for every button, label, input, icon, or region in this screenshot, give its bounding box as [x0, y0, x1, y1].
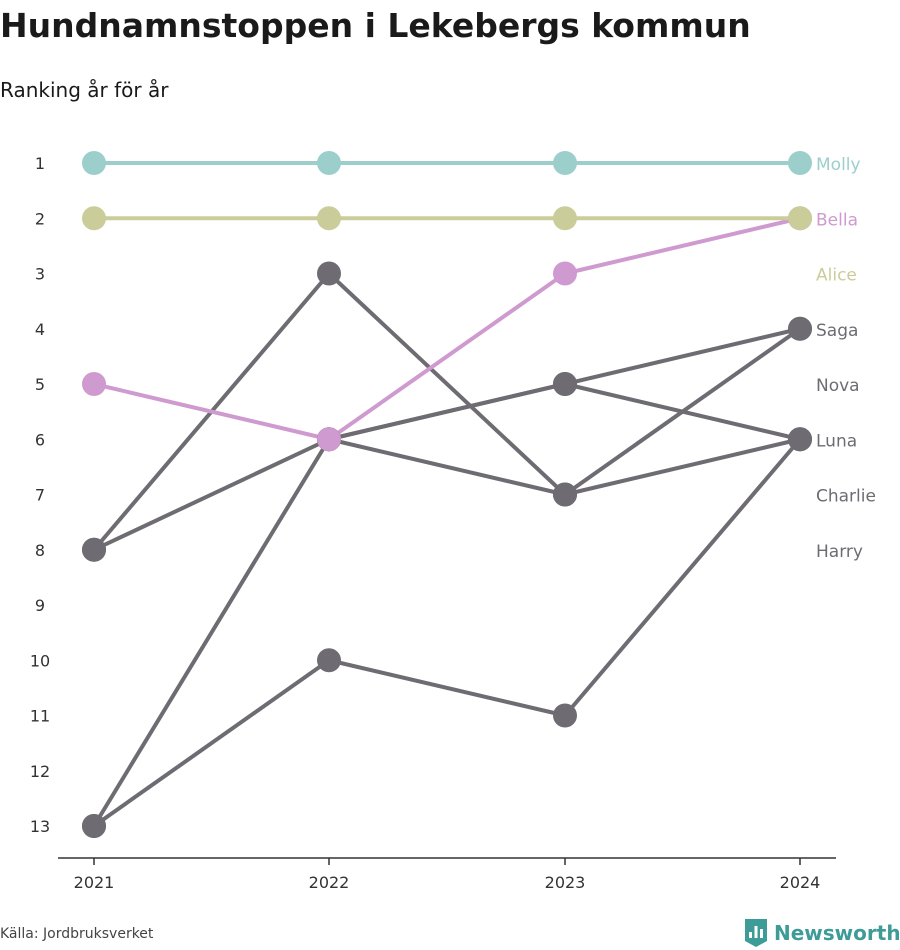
data-point-bella	[553, 261, 577, 286]
data-point-molly	[82, 151, 106, 175]
data-point-charlie	[317, 648, 341, 673]
series-lines	[92, 161, 802, 828]
y-tick-label: 13	[30, 817, 50, 836]
data-point-charlie	[553, 703, 577, 728]
end-label-alice: Alice	[816, 266, 857, 286]
x-tick-label: 2024	[780, 873, 821, 892]
y-tick-label: 3	[35, 265, 45, 284]
data-point-luna	[553, 482, 577, 507]
end-label-luna: Luna	[816, 431, 857, 451]
y-tick-label: 7	[35, 486, 45, 505]
data-point-bella	[82, 372, 106, 396]
series-points	[82, 151, 813, 838]
end-labels: Molly Bella Alice Saga Nova Luna Charlie Harry	[816, 155, 876, 562]
data-point-alice	[82, 206, 106, 231]
y-tick-label: 5	[35, 375, 45, 394]
end-label-bella: Bella	[816, 210, 858, 230]
y-tick-label: 11	[30, 707, 50, 726]
data-point-alice-shared	[800, 206, 813, 231]
x-tick-label: 2023	[545, 873, 586, 892]
y-tick-label: 1	[35, 154, 45, 173]
chart-subtitle: Ranking år för år	[0, 78, 169, 102]
brand-name: Newsworthy	[774, 921, 900, 945]
y-tick-label: 10	[30, 651, 50, 670]
x-axis: 2021 2022 2023 2024	[58, 857, 836, 892]
data-point-molly	[788, 151, 812, 175]
y-tick-label: 4	[35, 320, 45, 339]
x-tick-label: 2022	[309, 873, 350, 892]
x-tick-label: 2021	[74, 873, 115, 892]
newsworthy-logo-icon	[745, 919, 767, 947]
series-line-nova	[92, 326, 802, 552]
end-label-nova: Nova	[816, 376, 860, 396]
data-point-molly	[553, 151, 577, 175]
y-tick-label: 2	[35, 209, 45, 228]
series-line-bella	[92, 216, 802, 442]
end-label-charlie: Charlie	[816, 487, 876, 507]
end-label-molly: Molly	[816, 155, 861, 175]
data-point-alice	[317, 206, 341, 231]
chart-title: Hundnamnstoppen i Lekebergs kommun	[0, 6, 751, 45]
data-point-bella	[317, 427, 341, 452]
data-point-nova	[788, 316, 812, 341]
data-point-charlie	[82, 814, 106, 838]
brand-logo[interactable]: Newsworthy	[744, 918, 900, 948]
data-point-alice	[553, 206, 577, 231]
data-point-molly	[317, 151, 341, 175]
end-label-harry: Harry	[816, 542, 863, 562]
y-tick-label: 6	[35, 430, 45, 449]
y-tick-label: 9	[35, 596, 45, 615]
data-point-harry	[788, 427, 812, 452]
end-label-saga: Saga	[816, 321, 858, 341]
data-point-harry	[553, 372, 577, 396]
series-line-charlie	[92, 437, 802, 828]
y-tick-label: 8	[35, 541, 45, 560]
source-note: Källa: Jordbruksverket	[0, 926, 154, 942]
data-point-luna	[317, 261, 341, 286]
data-point-luna	[82, 537, 106, 562]
y-tick-label: 12	[30, 762, 50, 781]
